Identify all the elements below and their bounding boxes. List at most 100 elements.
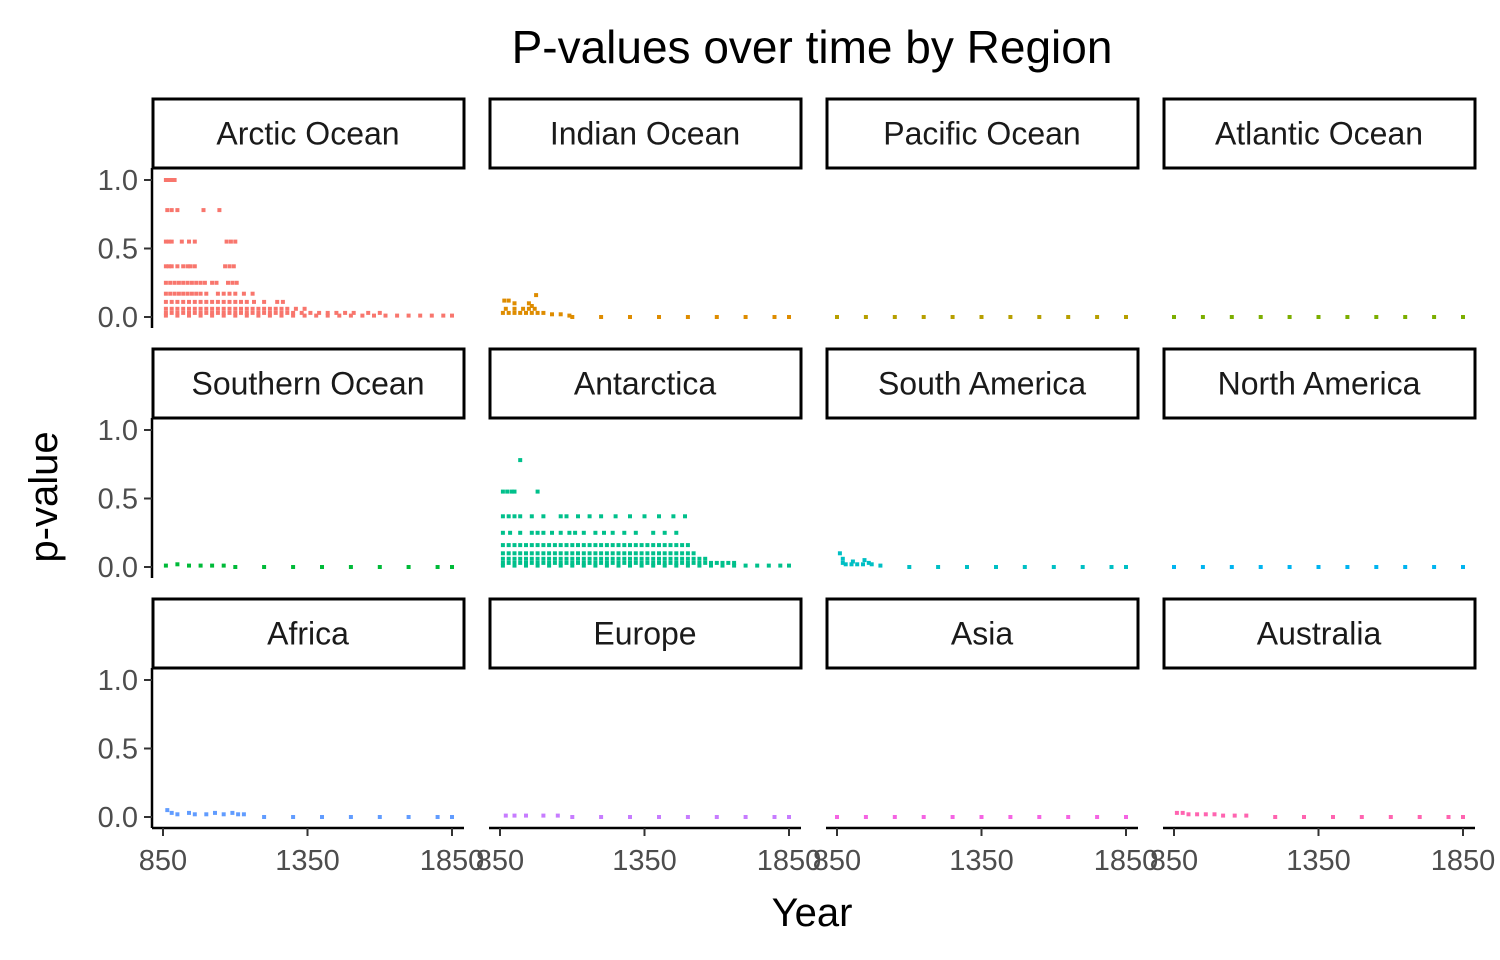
data-point [541, 310, 546, 315]
data-point [691, 560, 696, 565]
data-point [558, 563, 563, 568]
data-point [567, 530, 572, 535]
data-point [622, 560, 627, 565]
y-tick-label: 0.5 [98, 234, 138, 266]
data-point [163, 310, 168, 315]
facet-strip-label: Pacific Ocean [883, 116, 1080, 152]
data-point [1374, 565, 1379, 569]
data-point [244, 299, 249, 304]
data-point [787, 815, 791, 819]
data-point [210, 306, 215, 311]
data-point [593, 530, 598, 535]
data-point [334, 310, 339, 315]
data-point [230, 810, 235, 815]
data-point [994, 565, 998, 569]
data-point [628, 514, 632, 519]
data-point [512, 306, 517, 311]
data-point [645, 556, 650, 561]
data-point [628, 543, 632, 548]
data-point [233, 565, 238, 569]
facet-strip-label: Indian Ocean [550, 116, 740, 152]
data-point [372, 313, 376, 318]
data-point [668, 543, 673, 548]
data-point [732, 560, 737, 565]
data-point [604, 551, 609, 556]
data-point [529, 551, 534, 556]
data-point [529, 556, 534, 561]
data-point [1461, 565, 1465, 569]
data-point [239, 310, 243, 315]
data-point [602, 530, 606, 535]
data-point [668, 556, 673, 561]
data-point [564, 560, 569, 565]
data-point [564, 551, 569, 556]
data-point [163, 563, 168, 568]
data-point [576, 551, 580, 556]
data-point [526, 301, 531, 306]
facet-panel: South America [825, 347, 1140, 569]
data-point [1244, 813, 1249, 818]
data-point [570, 551, 575, 556]
data-point [169, 306, 174, 311]
data-point [256, 313, 261, 318]
data-point [558, 551, 563, 556]
data-point [163, 178, 168, 182]
data-point [657, 556, 661, 561]
data-point [210, 310, 215, 315]
data-point [593, 556, 598, 561]
data-point [500, 543, 505, 548]
facet-strip-label: South America [878, 366, 1086, 402]
data-point [541, 543, 546, 548]
data-point [1229, 565, 1234, 569]
data-point [239, 306, 243, 311]
facet-strip [1162, 597, 1477, 670]
data-point [576, 560, 580, 565]
data-point [535, 556, 540, 561]
data-point [610, 551, 615, 556]
data-point [642, 514, 647, 519]
data-point [500, 556, 505, 561]
data-point [628, 560, 632, 565]
data-point [552, 543, 557, 548]
data-point [506, 298, 511, 303]
data-point [509, 489, 514, 494]
data-point [616, 563, 621, 568]
data-point [233, 313, 238, 318]
data-point [518, 556, 523, 561]
data-point [587, 556, 592, 561]
data-point [1080, 565, 1085, 569]
data-point [518, 530, 523, 535]
data-point [587, 551, 592, 556]
data-point [502, 298, 507, 303]
data-point [1461, 815, 1465, 819]
x-tick-label: 850 [476, 845, 524, 877]
data-point [685, 560, 690, 565]
x-tick-label: 850 [139, 845, 187, 877]
x-tick-label: 1350 [1286, 845, 1351, 877]
data-point [610, 556, 615, 561]
data-point [505, 489, 510, 494]
data-point [262, 815, 267, 819]
data-point [570, 556, 575, 561]
data-point [518, 543, 523, 548]
data-point [1287, 565, 1292, 569]
y-tick-label: 1.0 [98, 665, 138, 697]
data-point [529, 560, 534, 565]
data-point [187, 239, 191, 244]
data-point [500, 563, 505, 568]
data-point [233, 310, 238, 315]
data-point [685, 543, 690, 548]
data-point [1066, 315, 1071, 319]
data-point [163, 306, 168, 311]
data-point [587, 560, 592, 565]
data-point [570, 560, 575, 565]
data-point [697, 560, 702, 565]
data-point [835, 815, 839, 819]
data-point [204, 291, 209, 296]
data-point [892, 315, 897, 319]
data-point [383, 313, 388, 318]
data-point [529, 543, 534, 548]
data-point [534, 293, 539, 298]
data-point [570, 563, 575, 568]
data-point [674, 551, 679, 556]
